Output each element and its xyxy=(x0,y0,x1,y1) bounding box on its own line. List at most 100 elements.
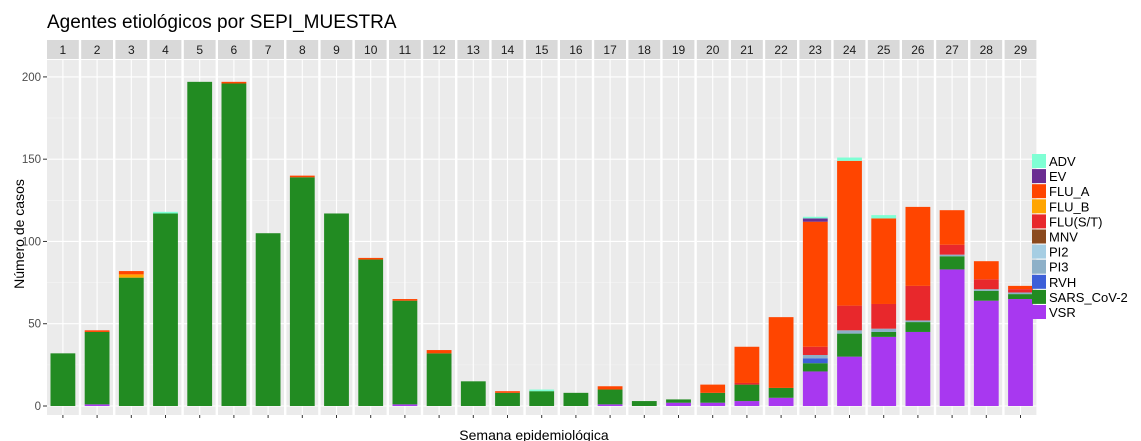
facet-panel: 16 xyxy=(560,40,592,418)
bar-segment-sars-cov-2 xyxy=(597,389,623,405)
legend-label: VSR xyxy=(1049,305,1076,320)
bar-segment-vsr xyxy=(973,300,999,406)
bar-segment-sars-cov-2 xyxy=(221,83,247,406)
bar-segment-flu-a xyxy=(768,317,794,388)
bar-segment-flu-a xyxy=(392,299,418,301)
legend-item: VSR xyxy=(1032,305,1076,320)
facet-strip xyxy=(867,40,900,59)
legend-label: RVH xyxy=(1049,275,1076,290)
facet-strip xyxy=(731,40,763,59)
facet-strip xyxy=(354,40,387,59)
legend-item: FLU_B xyxy=(1032,199,1089,214)
facet-strip xyxy=(389,40,421,59)
facet-strip xyxy=(320,40,353,59)
bar-segment-sars-cov-2 xyxy=(734,384,760,402)
facet-strip-label: 6 xyxy=(231,43,238,57)
facet-panel: 29 xyxy=(1004,40,1037,418)
facet-strip xyxy=(765,40,797,59)
bar-segment-vsr xyxy=(597,404,623,406)
facet-strip xyxy=(799,40,832,59)
facet-strip-label: 2 xyxy=(94,43,101,57)
legend-swatch xyxy=(1032,274,1046,289)
bar-segment-sars-cov-2 xyxy=(187,81,213,407)
facet-strip xyxy=(833,40,866,59)
facet-panel: 3 xyxy=(115,40,148,418)
legend-swatch xyxy=(1032,184,1046,199)
facet-strip xyxy=(457,40,490,59)
bar-segment-flu-s-t- xyxy=(802,346,828,355)
facet-strip xyxy=(218,40,250,59)
y-axis-title: Número de casos xyxy=(11,179,27,289)
bar-segment-flu-a xyxy=(84,330,110,332)
legend-label: EV xyxy=(1049,169,1067,184)
facet-strip xyxy=(423,40,455,59)
facet-panel: 21 xyxy=(731,40,763,418)
legend-item: FLU(S/T) xyxy=(1032,214,1102,229)
bar-segment-flu-b xyxy=(118,274,144,278)
legend-label: FLU_A xyxy=(1049,184,1090,199)
facet-panel: 27 xyxy=(936,40,968,418)
bar-segment-flu-a xyxy=(734,346,760,383)
bar-segment-sars-cov-2 xyxy=(289,177,315,406)
legend-item: PI2 xyxy=(1032,244,1069,260)
bar-segment-sars-cov-2 xyxy=(700,392,726,403)
facet-strip-label: 7 xyxy=(265,43,272,57)
bar-segment-sars-cov-2 xyxy=(871,331,897,337)
facet-strip-label: 8 xyxy=(299,43,306,57)
facet-panel: 15 xyxy=(525,40,558,418)
bar-segment-sars-cov-2 xyxy=(84,331,110,405)
facet-strip xyxy=(47,40,79,59)
legend-item: FLU_A xyxy=(1032,184,1090,199)
legend-swatch xyxy=(1032,244,1046,259)
bar-segment-flu-s-t- xyxy=(871,303,897,329)
bar-segment-sars-cov-2 xyxy=(495,392,520,406)
bar-segment-adv xyxy=(871,215,897,219)
facet-strip-label: 18 xyxy=(638,43,652,57)
bar-segment-flu-s-t- xyxy=(905,285,931,321)
legend-label: PI3 xyxy=(1049,260,1069,275)
bar-segment-vsr xyxy=(871,336,897,406)
facet-strip-label: 23 xyxy=(809,43,823,57)
bar-segment-sars-cov-2 xyxy=(905,322,931,332)
bar-segment-flu-a xyxy=(289,175,315,178)
bar-segment-flu-a xyxy=(939,210,965,245)
bar-segment-sars-cov-2 xyxy=(50,353,76,406)
bar-segment-vsr xyxy=(392,404,418,406)
facet-panel: 6 xyxy=(218,40,250,418)
bar-segment-vsr xyxy=(768,397,794,406)
bar-segment-flu-a xyxy=(700,384,726,393)
x-axis-title: Semana epidemiológica xyxy=(459,427,609,441)
facet-strip xyxy=(491,40,524,59)
facet-panel: 8 xyxy=(286,40,319,418)
bar-segment-flu-a xyxy=(802,221,828,347)
facet-panel: 7 xyxy=(252,40,284,418)
facet-panel: 19 xyxy=(662,40,695,418)
bar-segment-sars-cov-2 xyxy=(768,387,794,398)
facet-strip xyxy=(560,40,592,59)
y-tick-label: 0 xyxy=(35,401,41,413)
bar-segment-sars-cov-2 xyxy=(153,213,178,406)
facet-strip-label: 10 xyxy=(364,43,378,57)
legend-item: RVH xyxy=(1032,274,1076,290)
bar-segment-pi3 xyxy=(939,254,965,257)
legend-label: MNV xyxy=(1049,230,1078,245)
bar-segment-vsr xyxy=(905,331,931,406)
y-tick-label: 200 xyxy=(22,72,41,84)
bar-segment-flu-s-t- xyxy=(734,382,760,385)
facet-panel: 13 xyxy=(457,40,490,418)
y-tick-label: 100 xyxy=(22,236,41,248)
facet-panel: 23 xyxy=(799,40,832,418)
facet-panel: 25 xyxy=(867,40,900,418)
facet-strip-label: 24 xyxy=(843,43,857,57)
legend-label: SARS_CoV-2 xyxy=(1049,290,1128,305)
bar-segment-pi3 xyxy=(871,328,897,332)
y-axis: 0 50 100 150 200 xyxy=(22,72,47,413)
bar-segment-sars-cov-2 xyxy=(939,256,965,270)
facet-strip-label: 15 xyxy=(535,43,549,57)
facet-panel: 17 xyxy=(594,40,626,418)
facet-strip xyxy=(1004,40,1037,59)
bar-segment-vsr xyxy=(939,269,965,406)
facet-strip-label: 5 xyxy=(196,43,203,57)
facet-strip xyxy=(970,40,1003,59)
facet-strip xyxy=(252,40,284,59)
